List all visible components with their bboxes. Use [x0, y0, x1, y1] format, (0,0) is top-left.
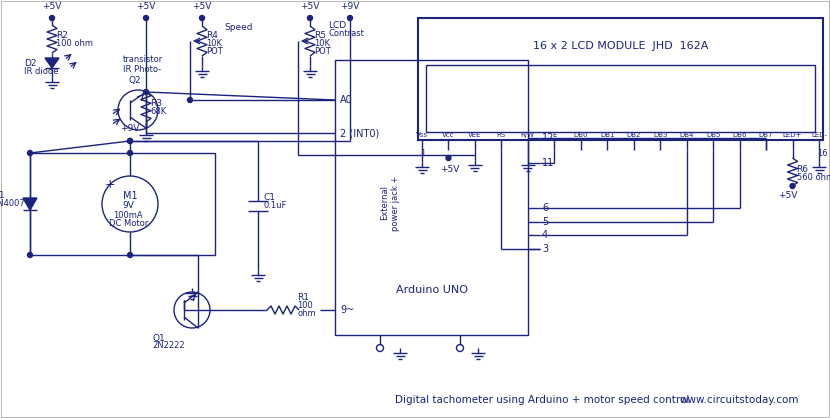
- Text: C1: C1: [263, 193, 275, 202]
- Text: +5V: +5V: [779, 191, 798, 201]
- Text: LED-: LED-: [811, 132, 827, 138]
- Text: 5: 5: [542, 217, 549, 227]
- Text: DB1: DB1: [600, 132, 614, 138]
- Text: Vcc: Vcc: [442, 132, 455, 138]
- Text: Arduino UNO: Arduino UNO: [396, 285, 467, 295]
- Text: POT: POT: [206, 48, 222, 56]
- Text: M1: M1: [123, 191, 138, 201]
- Circle shape: [50, 15, 55, 20]
- Text: DB5: DB5: [706, 132, 720, 138]
- Text: ohm: ohm: [297, 308, 315, 318]
- Text: Vss: Vss: [416, 132, 428, 138]
- Text: R6: R6: [797, 166, 808, 174]
- Text: R3: R3: [150, 99, 162, 109]
- Text: IR Photo-: IR Photo-: [123, 66, 161, 74]
- Polygon shape: [45, 58, 59, 68]
- Circle shape: [348, 15, 353, 20]
- Text: DB0: DB0: [574, 132, 588, 138]
- Text: 2 (INT0): 2 (INT0): [340, 128, 379, 138]
- Bar: [426, 65, 815, 132]
- Text: E: E: [552, 132, 557, 138]
- Text: DB2: DB2: [627, 132, 641, 138]
- Text: 68K: 68K: [150, 107, 166, 117]
- Text: R1: R1: [297, 293, 309, 301]
- Circle shape: [144, 15, 149, 20]
- Text: 10K: 10K: [314, 39, 330, 48]
- Circle shape: [128, 252, 133, 257]
- Text: +9V: +9V: [340, 2, 359, 11]
- Bar: [30, 153, 215, 255]
- Text: RS: RS: [497, 132, 506, 138]
- Text: R4: R4: [206, 31, 218, 41]
- Text: 0.1uF: 0.1uF: [263, 201, 286, 210]
- Text: VEE: VEE: [468, 132, 481, 138]
- Text: +9V: +9V: [120, 124, 139, 133]
- Text: POT: POT: [314, 48, 330, 56]
- Text: 11: 11: [542, 158, 554, 168]
- Text: 4: 4: [542, 230, 548, 240]
- Text: R/W: R/W: [521, 132, 535, 138]
- Text: 1N4007: 1N4007: [0, 199, 25, 209]
- Circle shape: [199, 15, 204, 20]
- Text: D2: D2: [24, 59, 37, 67]
- Text: 16 x 2 LCD MODULE  JHD  162A: 16 x 2 LCD MODULE JHD 162A: [533, 41, 708, 51]
- Text: www.circuitstoday.com: www.circuitstoday.com: [680, 395, 799, 405]
- Text: +5V: +5V: [136, 2, 156, 11]
- Text: 10K: 10K: [206, 39, 222, 48]
- Bar: [418, 18, 823, 140]
- Circle shape: [144, 89, 149, 94]
- Text: 16: 16: [817, 148, 828, 158]
- Text: Q2: Q2: [128, 76, 140, 84]
- Text: 100 ohm: 100 ohm: [56, 38, 93, 48]
- Text: A0: A0: [340, 95, 353, 105]
- Text: IR diode: IR diode: [24, 66, 58, 76]
- Text: 2N2222: 2N2222: [152, 342, 184, 351]
- Text: +5V: +5V: [300, 2, 320, 11]
- Text: R2: R2: [56, 31, 68, 39]
- Text: +5V: +5V: [441, 166, 460, 174]
- Text: 560 ohm: 560 ohm: [797, 173, 830, 183]
- Text: +5V: +5V: [42, 2, 61, 11]
- Text: transistor: transistor: [123, 56, 164, 64]
- Text: 9V: 9V: [122, 201, 134, 211]
- Text: Contrast: Contrast: [328, 30, 364, 38]
- Text: R5: R5: [314, 31, 326, 41]
- Text: 12: 12: [542, 133, 554, 143]
- Circle shape: [27, 252, 32, 257]
- Text: DB4: DB4: [680, 132, 694, 138]
- Text: Q1: Q1: [152, 334, 164, 342]
- Circle shape: [128, 138, 133, 143]
- Text: DB7: DB7: [759, 132, 774, 138]
- Text: +: +: [105, 178, 115, 191]
- Polygon shape: [23, 198, 37, 210]
- Bar: [335, 60, 528, 335]
- Circle shape: [307, 15, 313, 20]
- Text: D1: D1: [0, 191, 5, 201]
- Circle shape: [128, 150, 133, 155]
- Text: 100: 100: [297, 301, 313, 309]
- Text: Digital tachometer using Arduino + motor speed control: Digital tachometer using Arduino + motor…: [395, 395, 690, 405]
- Text: DC Motor: DC Motor: [109, 219, 149, 227]
- Text: LCD: LCD: [328, 21, 346, 31]
- Text: 9~: 9~: [340, 305, 354, 315]
- Text: LED+: LED+: [783, 132, 803, 138]
- Circle shape: [128, 138, 133, 143]
- Text: 1: 1: [420, 148, 425, 158]
- Circle shape: [27, 150, 32, 155]
- Text: DB6: DB6: [732, 132, 747, 138]
- Text: +5V: +5V: [193, 2, 212, 11]
- Circle shape: [790, 184, 795, 189]
- Circle shape: [188, 97, 193, 102]
- Text: 3: 3: [542, 244, 548, 254]
- Text: 6: 6: [542, 203, 548, 213]
- Circle shape: [446, 155, 451, 161]
- Text: 100mA: 100mA: [113, 211, 143, 219]
- Text: DB3: DB3: [653, 132, 667, 138]
- Text: External
power jack +: External power jack +: [380, 176, 400, 231]
- Text: Speed: Speed: [224, 23, 252, 33]
